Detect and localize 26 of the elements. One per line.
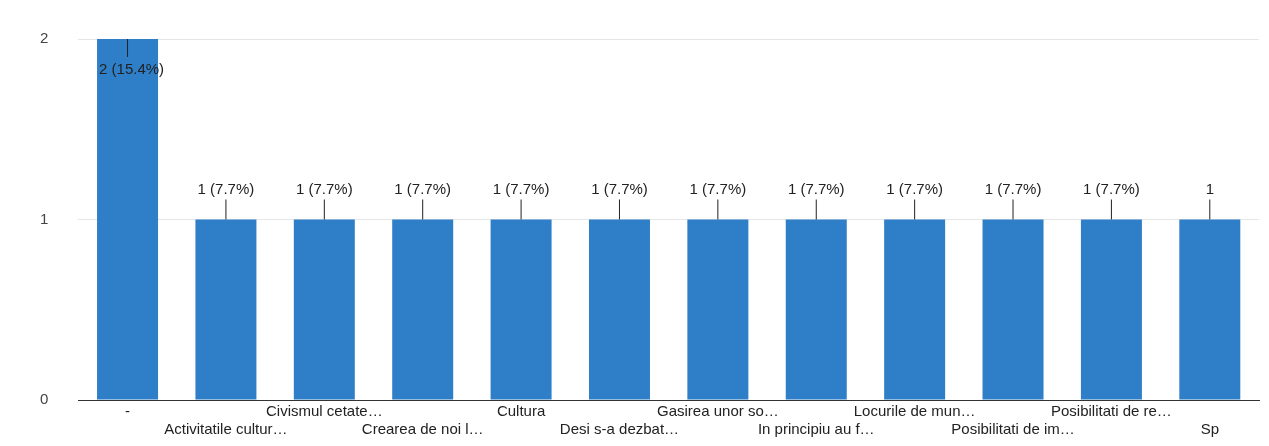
x-tick-label: - <box>125 402 131 420</box>
x-tick-label: Civismul cetate… <box>265 402 383 420</box>
x-tick-label: Activitatile cultur… <box>164 420 288 438</box>
x-tick-label: In principiu au f… <box>757 420 875 438</box>
x-tick-label: Crearea de noi l… <box>361 420 484 438</box>
y-tick-label: 0 <box>40 390 49 408</box>
y-tick-label: 2 <box>40 29 49 47</box>
y-tick-label: 1 <box>40 209 49 227</box>
x-tick-label: Desi s-a dezbat… <box>559 420 680 438</box>
x-tick-label: Sp <box>1200 420 1219 438</box>
data-label: 1 (7.7%) <box>1083 180 1140 198</box>
data-label: 1 (7.7%) <box>886 180 943 198</box>
x-tick-label: Gasirea unor so… <box>657 402 779 420</box>
x-tick-label: Locurile de mun… <box>853 402 976 420</box>
data-label: 1 (7.7%) <box>197 180 255 198</box>
data-label: 1 (7.7%) <box>787 180 845 198</box>
data-label: 1 (7.7%) <box>394 180 452 198</box>
data-label: 1 (7.7%) <box>591 180 648 198</box>
data-label: 1 (7.7%) <box>984 180 1042 198</box>
data-label: 1 (7.7%) <box>295 180 353 198</box>
data-label: 1 <box>1205 180 1214 198</box>
data-label: 1 (7.7%) <box>689 180 747 198</box>
x-tick-label: Posibilitati de re… <box>1050 402 1172 420</box>
x-tick-label: Cultura <box>496 402 546 420</box>
x-tick-label: Posibilitati de im… <box>951 420 1075 438</box>
data-label: 1 (7.7%) <box>492 180 550 198</box>
